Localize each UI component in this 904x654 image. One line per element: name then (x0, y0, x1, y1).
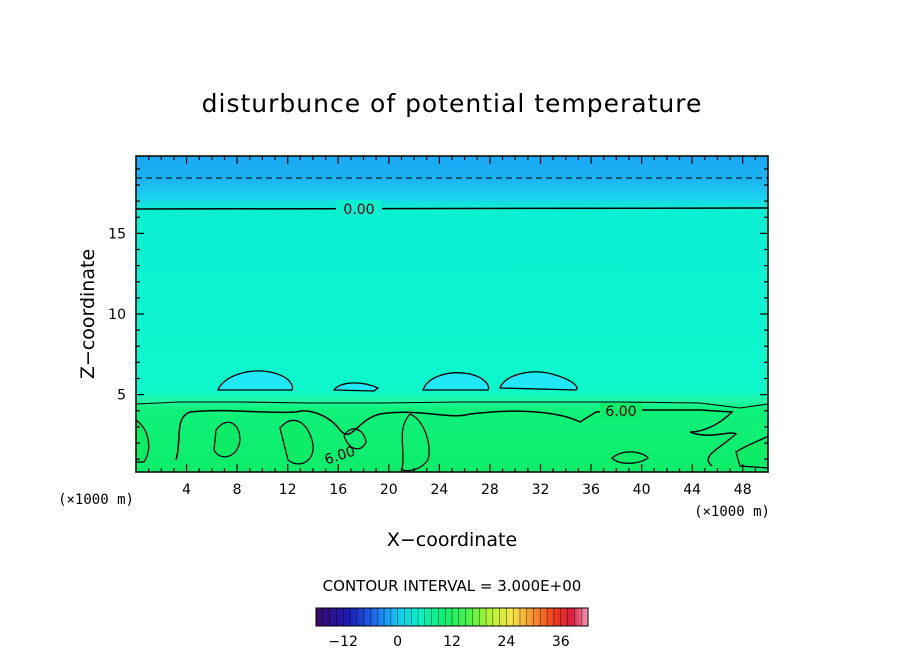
y-axis-label: Z−coordinate (77, 249, 99, 379)
anomaly-region-8 (611, 451, 649, 464)
x-tick-label: 32 (532, 482, 550, 498)
colorbar-tick-label: −12 (328, 634, 358, 650)
x-tick-label: 40 (633, 482, 651, 498)
x-tick-label: 28 (481, 482, 499, 498)
x-tick-label: 8 (233, 482, 242, 498)
x-unit-right: (×1000 m) (694, 504, 770, 520)
contour-6c-line (343, 428, 367, 450)
x-axis-label: X−coordinate (387, 529, 517, 551)
x-tick-label: 4 (182, 482, 191, 498)
y-tick-label: 15 (108, 226, 126, 242)
anomaly-region-7 (279, 419, 314, 465)
contour-6b-line (401, 413, 430, 472)
anomaly-region-4 (499, 371, 578, 391)
anomaly-region-9 (735, 435, 768, 469)
x-tick-label: 16 (329, 482, 347, 498)
x-tick-label: 44 (683, 482, 701, 498)
x-tick-label: 36 (582, 482, 600, 498)
x-unit-left: (×1000 m) (58, 492, 134, 508)
anomaly-region-2 (332, 382, 380, 392)
colorbar-tick-label: 0 (393, 634, 402, 650)
anomaly-region-1 (217, 370, 294, 391)
x-tick-label: 24 (430, 482, 448, 498)
colorbar-ticks: −12 0 12 24 36 (315, 608, 589, 650)
anomaly-region-3 (422, 372, 490, 391)
colorbar-tick-label: 36 (552, 634, 570, 650)
contour-label-6a: 6.00 (605, 404, 636, 420)
contour-6-line (175, 409, 738, 467)
x-tick-label: 12 (279, 482, 297, 498)
y-tick-label: 10 (108, 307, 126, 323)
colorbar-tick-label: 24 (497, 634, 515, 650)
colorbar-tick-label: 12 (443, 634, 461, 650)
x-tick-label: 20 (380, 482, 398, 498)
contour-0-line (136, 207, 768, 210)
contour-label-0: 0.00 (343, 202, 374, 218)
y-tick-label: 5 (117, 388, 126, 404)
contour-boundary-line (136, 401, 768, 409)
anomaly-region-6 (213, 421, 241, 458)
chart-title: disturbunce of potential temperature (202, 89, 703, 118)
contour-interval-text: CONTOUR INTERVAL = 3.000E+00 (323, 577, 582, 595)
x-tick-label: 48 (734, 482, 752, 498)
anomaly-region-5 (136, 419, 150, 463)
